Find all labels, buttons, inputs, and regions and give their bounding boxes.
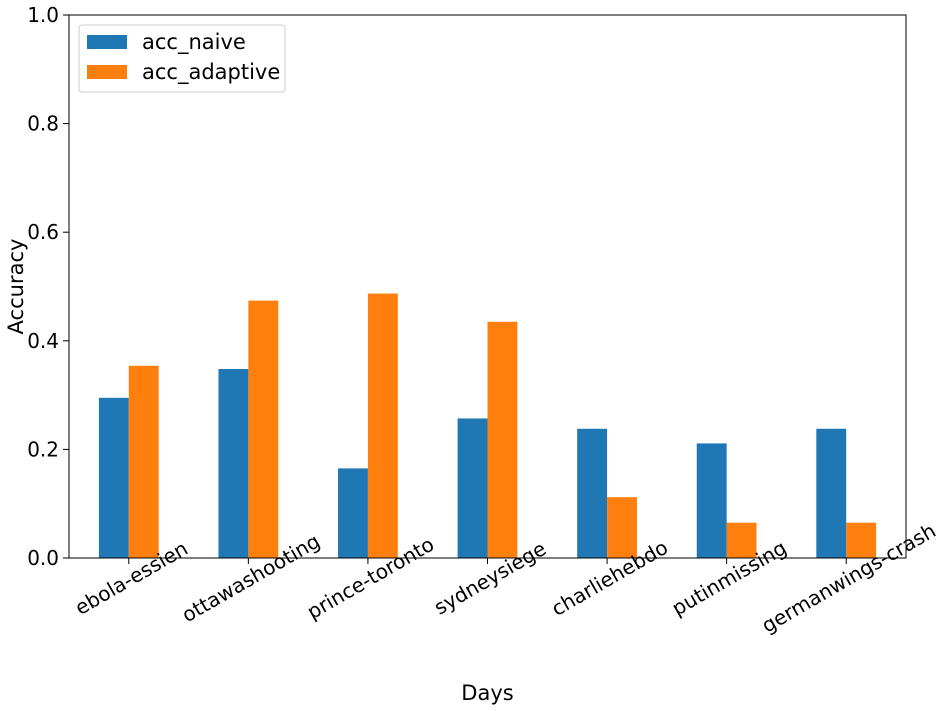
y-tick-label: 0.2 [27, 437, 59, 461]
y-tick-label: 0.8 [27, 112, 59, 136]
y-axis: 0.0 0.2 0.4 0.6 0.8 1.0 [27, 3, 69, 570]
y-tick-label: 0.4 [27, 329, 59, 353]
legend-swatch-acc_naive [87, 35, 127, 49]
bar-acc_adaptive-ebola-essien [128, 365, 159, 558]
y-tick-label: 0.0 [27, 546, 59, 570]
y-axis-title: Accuracy [4, 239, 28, 335]
bar-acc_naive-ottawashooting [218, 369, 249, 558]
bar-acc_adaptive-prince-toronto [367, 293, 398, 558]
y-tick-label: 0.6 [27, 220, 59, 244]
bar-acc_naive-ebola-essien [98, 397, 129, 558]
bar-acc_naive-putinmissing [696, 443, 727, 558]
bar-acc_naive-sydneysiege [457, 418, 488, 558]
bar-acc_adaptive-putinmissing [726, 522, 757, 558]
bar-acc_adaptive-ottawashooting [248, 300, 279, 558]
bars-layer [98, 293, 877, 558]
bar-acc_naive-prince-toronto [338, 468, 368, 558]
x-axis-title: Days [461, 681, 513, 705]
bar-acc_naive-charliehebdo [577, 428, 608, 558]
legend-box [78, 24, 286, 93]
bar-acc_adaptive-sydneysiege [487, 321, 518, 558]
bar-acc_adaptive-charliehebdo [607, 497, 637, 558]
y-tick-label: 1.0 [27, 3, 59, 27]
legend-swatch-acc_adaptive [87, 65, 127, 79]
legend-label-acc_adaptive: acc_adaptive [142, 60, 280, 85]
bar-acc_naive-germanwings-crash [816, 428, 847, 558]
legend: acc_naive acc_adaptive [78, 24, 286, 93]
bar-acc_adaptive-germanwings-crash [846, 522, 877, 558]
legend-label-acc_naive: acc_naive [142, 30, 246, 55]
